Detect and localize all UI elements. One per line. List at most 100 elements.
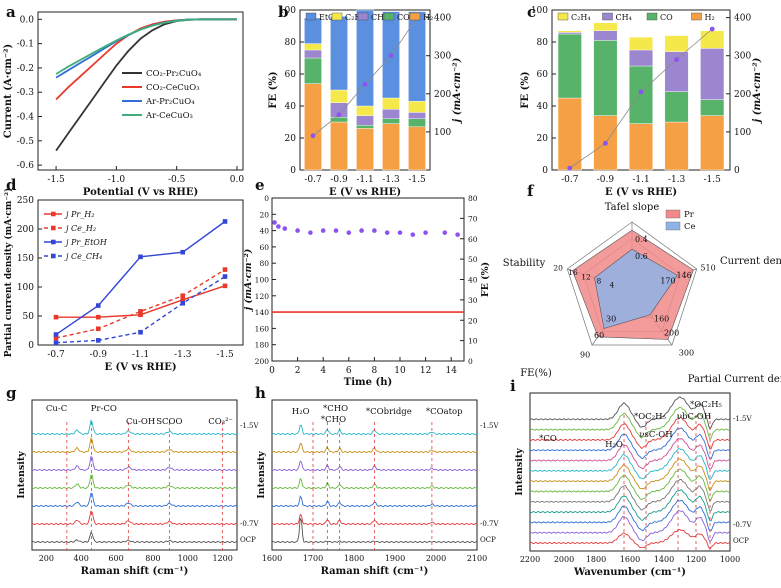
peak-label: Cu-OH — [126, 417, 155, 427]
trace-label: OCP — [480, 536, 496, 544]
spectrum-trace — [529, 489, 731, 522]
series-point — [138, 329, 143, 335]
legend-label: CO — [660, 13, 673, 22]
fe-point — [282, 226, 288, 231]
fe-point — [359, 228, 364, 233]
x-axis-label: Raman shift (cm⁻¹) — [81, 566, 189, 577]
radar-axis-label: Tafel slope — [605, 202, 660, 213]
spectrum-trace — [529, 499, 731, 532]
bar-segment — [356, 9, 374, 107]
spectrum-trace — [529, 458, 731, 492]
radar-tick-label: 170 — [660, 276, 675, 285]
y-tick-label: -0.5 — [17, 137, 35, 147]
bar-segment — [557, 97, 582, 171]
x-tick-label: 1800 — [344, 554, 364, 563]
radar-tick-label: 0.4 — [635, 235, 648, 244]
panel-letter: g — [6, 384, 17, 402]
peak-label: SCOO — [156, 417, 182, 427]
bar-segment — [408, 112, 426, 120]
bar-segment — [629, 65, 653, 124]
y-tick-label: 120 — [255, 292, 270, 301]
legend-label: CH₄ — [371, 13, 387, 22]
x-axis-label: E (V vs RHE) — [605, 187, 677, 198]
bar-segment — [700, 115, 725, 171]
y-tick-label: 250 — [17, 196, 34, 206]
legend-label: Ar-Pr₂CuO₄ — [145, 97, 195, 107]
x-tick-label: -1.5 — [704, 175, 722, 185]
x-tick-label: 1600 — [262, 554, 282, 563]
peak-label: *CHO — [323, 404, 348, 414]
x-axis-label: Time (h) — [344, 377, 392, 388]
bar-segment — [304, 57, 322, 84]
spectrum-trace — [31, 419, 238, 436]
spectrum-trace — [271, 517, 478, 544]
y2-tick-label: 40 — [468, 276, 478, 285]
x-tick-label: 1000 — [720, 555, 740, 564]
x-tick-label: 14 — [445, 366, 457, 376]
series-point — [53, 340, 59, 345]
x-tick-label: 2000 — [554, 555, 574, 564]
radar-grid — [566, 221, 698, 346]
bar-segment — [408, 118, 426, 128]
y2-tick-label: 60 — [468, 235, 478, 244]
x-tick-label: -1.3 — [668, 175, 686, 185]
y2-tick-label: 300 — [734, 52, 751, 62]
x-tick-label: 2000 — [426, 554, 446, 563]
y-tick-label: -0.4 — [17, 113, 35, 123]
spectrum-trace — [31, 531, 238, 544]
legend-label: Ce — [684, 222, 696, 232]
radar-tick-label: 90 — [580, 350, 590, 359]
peak-label: Cu-C — [46, 404, 67, 414]
series-point — [95, 314, 101, 320]
legend-label: EtOH — [319, 13, 342, 22]
y-tick-label: 140 — [255, 308, 270, 317]
series-point — [95, 303, 101, 308]
peak-label: CO₃²⁻ — [208, 417, 233, 427]
y-tick-label: 40 — [285, 102, 297, 112]
y-tick-label: 160 — [255, 324, 270, 333]
y2-tick-label: 200 — [734, 90, 751, 100]
y-tick-label: 0 — [542, 166, 548, 176]
panel-letter: h — [255, 384, 266, 402]
x-tick-label: 0.0 — [230, 175, 245, 185]
legend-label: H₂ — [423, 13, 433, 22]
y-tick-label: 60 — [285, 70, 297, 80]
radar-axis-label: FE(%) — [520, 368, 552, 379]
fe-point — [372, 228, 377, 233]
series-point — [222, 274, 228, 279]
legend-marker — [51, 211, 56, 217]
x-tick-label: 1000 — [178, 554, 198, 563]
x-tick-label: -1.3 — [174, 350, 192, 360]
x-tick-label: -1.0 — [108, 175, 126, 185]
peak-label: *OC₂H₅ — [690, 400, 723, 410]
y-tick-label: 40 — [259, 227, 269, 236]
x-tick-label: -0.9 — [90, 350, 108, 360]
legend-label: CH₄ — [616, 13, 632, 22]
bar-segment — [557, 30, 582, 33]
peak-label: *OC₂H₅ — [634, 412, 667, 422]
y-tick-label: 200 — [17, 225, 34, 235]
radar-axis-label: Partial Current density — [688, 374, 781, 385]
trace-label: -1.5V — [733, 415, 752, 423]
series-point — [180, 300, 186, 306]
bar-segment — [382, 118, 400, 124]
legend-swatch — [305, 12, 317, 21]
panel-e-frame — [271, 197, 465, 362]
x-tick-label: 1400 — [654, 555, 674, 564]
current-density-point — [336, 112, 342, 118]
peak-label: H₂O — [605, 440, 623, 450]
legend-label: j Ce_H₂ — [64, 224, 96, 233]
current-density-point — [388, 53, 394, 59]
y-tick-label: 200 — [255, 357, 270, 366]
current-density-point — [709, 26, 715, 32]
bar-segment — [408, 11, 426, 102]
fe-point — [397, 230, 403, 235]
current-density-point — [362, 81, 368, 87]
y2-tick-label: 400 — [734, 14, 751, 24]
peak-label: Pr-CO — [91, 404, 117, 414]
legend-swatch — [691, 12, 702, 21]
y2-tick-label: 100 — [434, 128, 451, 138]
fe-point — [423, 230, 428, 235]
spectrum-trace — [529, 528, 731, 550]
legend-label: CO — [397, 13, 410, 22]
